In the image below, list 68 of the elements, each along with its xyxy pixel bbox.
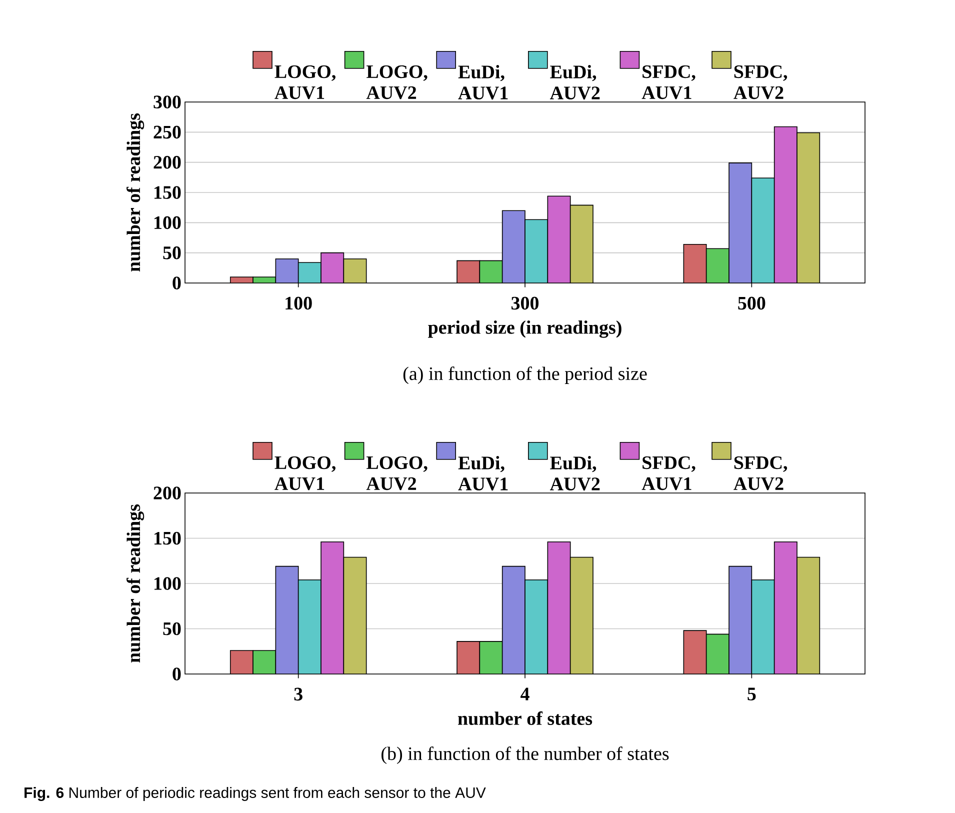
- bar: [343, 556, 367, 674]
- bar: [479, 260, 503, 283]
- legend-label: LOGO, AUV2: [366, 456, 428, 490]
- bar: [751, 579, 775, 674]
- y-tick-label: 0: [172, 668, 181, 680]
- y-tick-label: 200: [154, 156, 181, 169]
- x-axis-title: number of states: [458, 711, 592, 726]
- legend-label: LOGO, AUV2: [366, 65, 428, 100]
- y-tick-label: 100: [154, 216, 181, 230]
- bar: [728, 566, 752, 674]
- legend-label: SFDC, AUV1: [642, 65, 696, 100]
- y-tick-label: 250: [154, 126, 181, 139]
- bar: [683, 630, 707, 674]
- legend-label: LOGO, AUV1: [274, 456, 336, 490]
- x-tick-label: 3: [294, 688, 302, 701]
- legend-label: LOGO, AUV1: [274, 65, 336, 100]
- bar: [275, 566, 299, 674]
- bar: [796, 556, 820, 674]
- y-axis-title: number of readings: [126, 504, 144, 663]
- bar: [547, 196, 571, 283]
- x-tick-label: 500: [738, 296, 766, 310]
- text: (a) in function of the period size: [403, 366, 647, 384]
- bar: [502, 566, 526, 674]
- x-tick-label: 4: [520, 688, 530, 700]
- x-tick-label: 100: [286, 296, 312, 310]
- bar: [275, 258, 299, 283]
- legend-label: SFDC, AUV2: [734, 456, 788, 490]
- bar: [230, 650, 254, 674]
- bar: [774, 126, 798, 283]
- y-tick-label: 150: [154, 186, 181, 199]
- legend-label: SFDC, AUV1: [642, 456, 696, 490]
- y-tick-label: 300: [154, 96, 181, 108]
- legend-label: EuDi, AUV2: [550, 65, 600, 100]
- bar: [456, 641, 480, 674]
- legend-label: SFDC, AUV2: [734, 65, 788, 100]
- bar: [456, 260, 480, 283]
- bar: [751, 178, 775, 283]
- bar: [570, 204, 594, 283]
- x-tick-label: 300: [511, 296, 539, 310]
- y-tick-label: 50: [163, 246, 181, 260]
- bar: [683, 244, 707, 283]
- bar: [524, 219, 548, 283]
- bar: [502, 210, 526, 283]
- text: Fig. 6 Number of periodic readings sent from each sensor to the AUV: [24, 786, 486, 802]
- x-axis-title: period size (in readings): [428, 320, 622, 338]
- bar: [298, 579, 322, 674]
- bar: [252, 650, 276, 674]
- y-tick-label: 150: [154, 532, 181, 545]
- bar: [796, 132, 820, 283]
- y-tick-label: 100: [154, 577, 181, 590]
- y-tick-label: 50: [163, 622, 181, 636]
- bar: [479, 641, 503, 674]
- bar: [343, 258, 367, 283]
- text: (b) in function of the number of states: [382, 746, 669, 764]
- bar: [298, 262, 322, 283]
- bar: [570, 556, 594, 674]
- legend-label: EuDi, AUV2: [550, 456, 600, 490]
- legend-label: EuDi, AUV1: [458, 456, 508, 490]
- bar: [524, 579, 548, 674]
- y-tick-label: 200: [154, 486, 181, 500]
- bar: [706, 248, 730, 283]
- x-tick-label: 5: [748, 688, 756, 700]
- legend-label: EuDi, AUV1: [458, 65, 508, 100]
- bar: [706, 634, 730, 674]
- bar: [320, 252, 344, 283]
- y-tick-label: 0: [172, 276, 181, 290]
- bar: [728, 162, 752, 283]
- y-axis-title: number of readings: [126, 113, 144, 272]
